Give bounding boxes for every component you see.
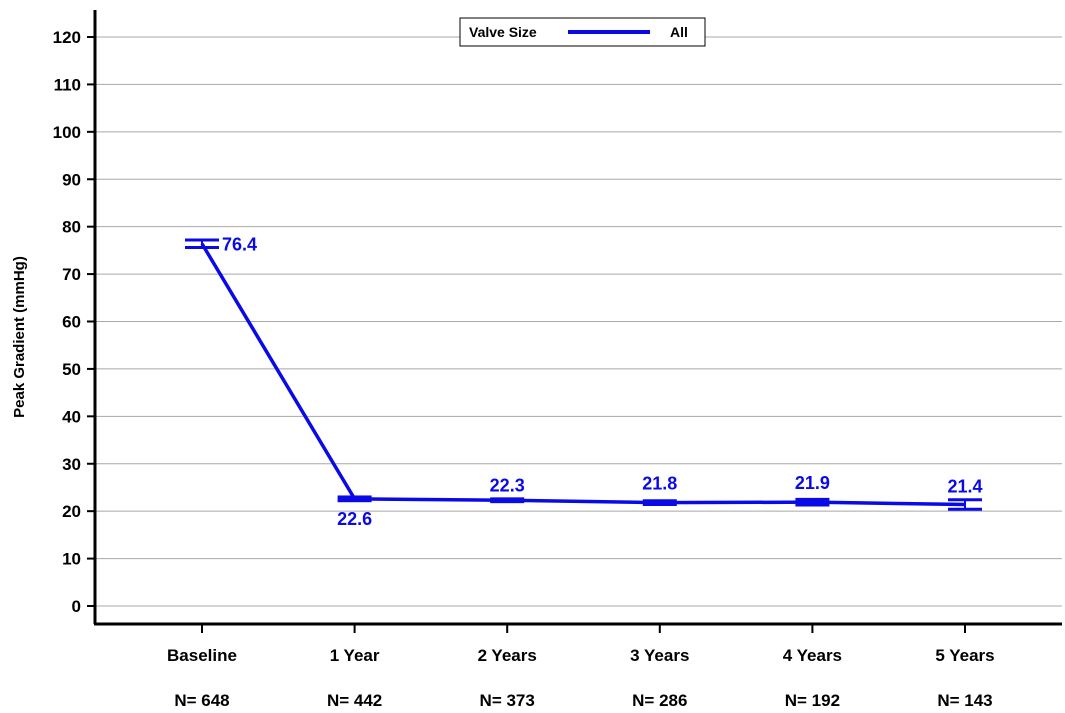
data-label: 76.4 [222, 235, 257, 255]
y-tick-label: 10 [62, 550, 81, 569]
y-tick-label: 70 [62, 265, 81, 284]
axes: 0 10 20 30 40 50 60 70 80 90 100 110 120 Baseline N= 6… [53, 10, 1062, 710]
y-tick-label: 0 [72, 597, 81, 616]
legend-entry-all: All [670, 24, 688, 40]
series-line-all [200, 242, 966, 507]
error-bar-block [337, 495, 372, 503]
x-tick-label: 5 Years [935, 646, 994, 665]
legend-title: Valve Size [469, 24, 537, 40]
y-tick-label: 60 [62, 313, 81, 332]
legend: Valve Size All [459, 17, 706, 47]
x-tick-label: Baseline [167, 646, 237, 665]
series-all [185, 238, 982, 511]
error-bar-block [490, 497, 525, 504]
sample-size-label: N= 143 [937, 691, 992, 710]
y-tick-label: 110 [54, 75, 81, 94]
data-label: 22.6 [337, 509, 372, 529]
data-labels: 76.4 22.6 22.3 21.8 21.9 21.4 [222, 235, 983, 529]
data-label: 21.9 [795, 473, 830, 493]
y-tick-label: 120 [53, 28, 81, 47]
sample-size-label: N= 442 [327, 691, 382, 710]
y-tick-label: 40 [62, 407, 81, 426]
x-tick-label: 4 Years [783, 646, 842, 665]
y-tick-label: 20 [62, 502, 81, 521]
y-tick-label: 90 [62, 170, 81, 189]
x-tick-label: 1 Year [330, 646, 380, 665]
y-tick-label: 30 [62, 455, 81, 474]
data-label: 21.8 [642, 474, 677, 494]
y-tick-label: 80 [62, 218, 81, 237]
sample-size-label: N= 648 [174, 691, 229, 710]
y-tick-label: 100 [53, 123, 81, 142]
gridlines [95, 36, 1062, 607]
data-label: 22.3 [490, 475, 525, 495]
sample-size-label: N= 286 [632, 691, 687, 710]
x-tick-label: 2 Years [478, 646, 537, 665]
y-tick-label: 50 [62, 360, 81, 379]
sample-size-label: N= 373 [480, 691, 535, 710]
sample-size-label: N= 192 [785, 691, 840, 710]
error-bar-block [642, 499, 677, 507]
x-tick-label: 3 Years [630, 646, 689, 665]
data-label: 21.4 [947, 477, 982, 497]
y-axis-title: Peak Gradient (mmHg) [11, 256, 28, 418]
